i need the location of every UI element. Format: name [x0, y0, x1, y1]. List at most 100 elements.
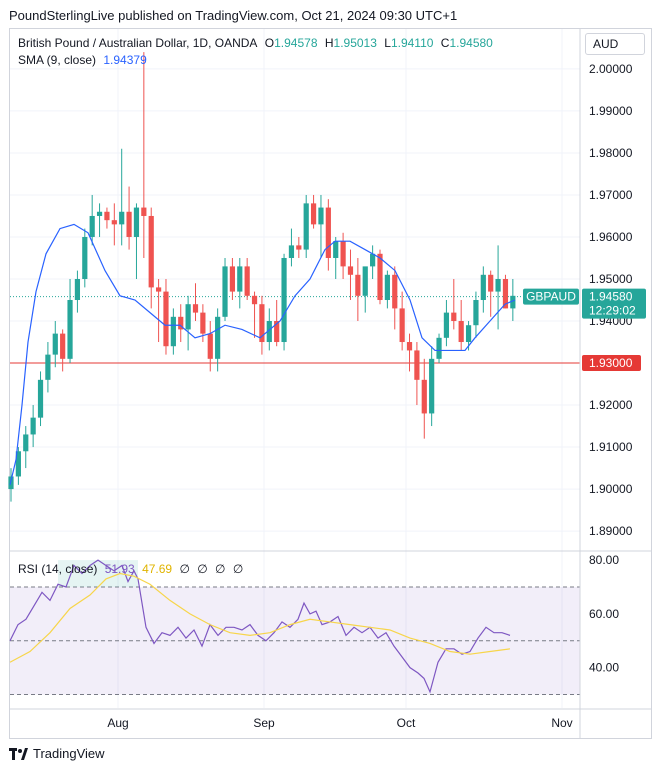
rsi-tick-label: 80.00	[589, 553, 619, 567]
candle	[15, 447, 21, 485]
candle-body	[325, 207, 331, 258]
publisher-header: PoundSterlingLive published on TradingVi…	[9, 8, 458, 23]
candle-body	[414, 350, 420, 380]
high-value: 1.95013	[333, 36, 377, 50]
candle	[104, 207, 110, 229]
candle-body	[303, 203, 309, 250]
candle-body	[429, 358, 435, 414]
candle-body	[355, 274, 361, 296]
candle-body	[480, 274, 486, 301]
candle	[333, 236, 339, 279]
symbol-title: British Pound / Australian Dollar, 1D, O…	[18, 36, 258, 50]
candle	[340, 232, 346, 279]
candle	[141, 52, 147, 258]
candle	[89, 194, 95, 246]
rsi-legend[interactable]: RSI (14, close) 51.93 47.69 ∅ ∅ ∅ ∅	[18, 562, 247, 576]
candle-body	[288, 245, 295, 258]
candle	[244, 257, 250, 301]
candle	[502, 274, 509, 309]
candle	[30, 405, 36, 448]
candle-body	[74, 278, 81, 301]
x-tick-label: Nov	[551, 716, 572, 730]
candle-body	[465, 325, 472, 343]
rsi-tick-label: 40.00	[589, 661, 619, 675]
sma-value: 1.94379	[103, 53, 147, 67]
sma-series-line	[9, 223, 516, 486]
rsi-background	[10, 560, 580, 696]
level-tag-box	[582, 355, 641, 372]
candle	[52, 321, 58, 368]
currency-button[interactable]: AUD	[585, 33, 645, 55]
rsi-series-line	[9, 559, 511, 694]
candle-body	[185, 304, 191, 330]
candle-body	[126, 211, 132, 237]
candle	[414, 342, 420, 406]
candle	[251, 291, 258, 338]
candle-body	[222, 266, 228, 317]
rsi-lines	[9, 559, 511, 694]
candle	[111, 203, 117, 246]
candle-body	[244, 266, 250, 296]
candle	[82, 228, 88, 288]
candle-body	[200, 312, 206, 334]
candle-body	[23, 434, 29, 452]
candle	[370, 245, 376, 279]
candle	[458, 300, 464, 351]
candle-body	[281, 257, 287, 343]
candle	[392, 266, 398, 330]
candle	[421, 358, 427, 439]
countdown-label: 12:29:02	[589, 304, 636, 318]
sma-label: SMA (9, close)	[18, 53, 97, 67]
candle	[215, 308, 221, 372]
candle-body	[333, 241, 339, 258]
candle-body	[192, 304, 199, 313]
candle	[185, 295, 191, 351]
candle-body	[318, 207, 324, 225]
candle-body	[96, 211, 103, 216]
rsi-label: RSI (14, close)	[18, 562, 98, 576]
open-value: 1.94578	[274, 36, 318, 50]
candle-body	[207, 333, 213, 359]
candle-body	[451, 312, 457, 322]
y-tick-label: 1.92000	[589, 398, 633, 412]
candle-body	[510, 295, 516, 309]
candle	[288, 228, 295, 267]
candle	[318, 194, 324, 258]
low-label: L	[384, 36, 391, 50]
rsi-extra-value: ∅	[197, 562, 208, 576]
candle	[156, 278, 162, 343]
candle-body	[60, 333, 66, 359]
candle-body	[52, 333, 58, 355]
close-label: C	[440, 36, 450, 50]
candle-body	[274, 321, 280, 343]
rsi-extra-value: ∅	[232, 562, 244, 576]
candle-body	[436, 337, 442, 359]
candles	[8, 52, 516, 502]
y-tick-label: 2.00000	[589, 62, 633, 76]
candle	[473, 291, 479, 338]
candle	[488, 270, 494, 317]
candle-body	[370, 253, 376, 267]
candle-body	[104, 211, 110, 221]
chart-frame[interactable]	[9, 28, 652, 739]
last-price-tag-box	[582, 288, 646, 319]
candle	[384, 270, 390, 309]
candle-body	[502, 278, 509, 309]
candle	[362, 266, 368, 313]
footer-brand: TradingView	[9, 746, 105, 761]
sma-legend[interactable]: SMA (9, close) 1.94379	[18, 53, 151, 67]
y-tick-label: 1.95000	[589, 272, 633, 286]
candle	[310, 194, 317, 229]
close-value: 1.94580	[449, 36, 493, 50]
sma-line	[9, 223, 516, 486]
candle-body	[399, 308, 405, 343]
candle-body	[67, 300, 73, 359]
candle-body	[141, 207, 147, 216]
candle	[347, 249, 354, 301]
candle-body	[458, 321, 464, 343]
symbol-legend[interactable]: British Pound / Australian Dollar, 1D, O…	[18, 36, 497, 50]
candle-body	[473, 300, 479, 326]
candle	[443, 300, 450, 347]
candle	[222, 257, 228, 322]
